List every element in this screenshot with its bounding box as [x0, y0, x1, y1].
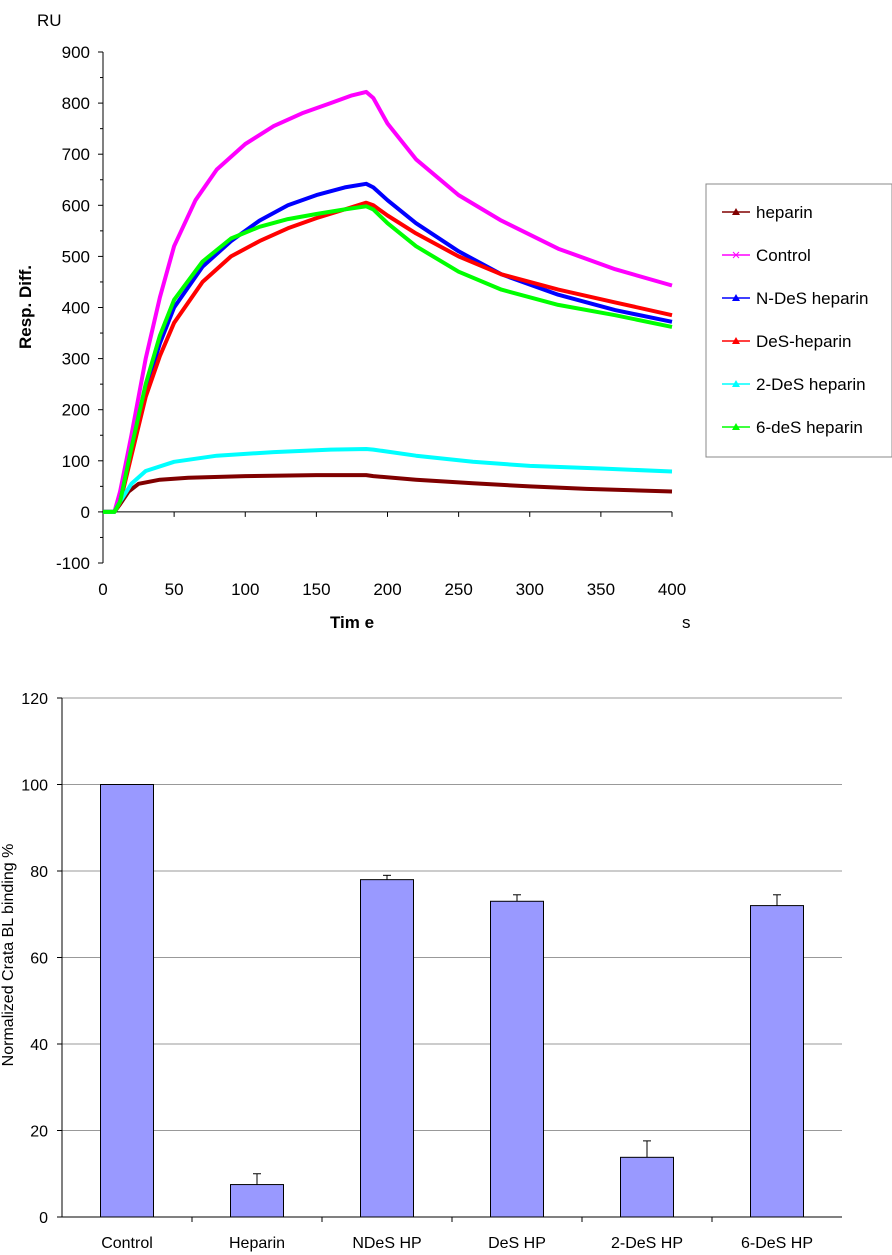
y-tick-label: 700 — [62, 145, 90, 164]
x-tick-label: 350 — [587, 580, 615, 599]
y-tick-label: 0 — [39, 1210, 48, 1227]
bar-chart-grid — [62, 697, 842, 1131]
x-category-label: 6-DeS HP — [741, 1235, 813, 1252]
y-tick-label: 100 — [21, 778, 48, 795]
x-category-label: Heparin — [229, 1235, 285, 1252]
x-tick-label: 50 — [165, 580, 184, 599]
bar-control — [100, 784, 154, 1218]
y-tick-label: 40 — [30, 1037, 48, 1054]
y-tick-label: 20 — [30, 1124, 48, 1141]
legend-marker — [732, 337, 740, 344]
legend-box — [705, 183, 892, 458]
bar-chart-bars — [100, 784, 804, 1218]
bar-heparin — [230, 1184, 284, 1218]
series-line-heparin — [103, 473, 673, 514]
legend-label: Control — [756, 246, 811, 265]
y-axis-title: Resp. Diff. — [16, 265, 35, 349]
series-line-n-des-heparin — [103, 181, 673, 514]
legend-marker — [732, 208, 740, 215]
legend: heparin Control N-DeS heparin DeS-heparin 2-… — [705, 183, 892, 458]
bar-ndes-hp — [360, 879, 414, 1218]
x-tick-label: 250 — [444, 580, 472, 599]
legend-label: 6-deS heparin — [756, 418, 863, 437]
y-tick-label: 500 — [62, 247, 90, 266]
line-chart-ticks: -100 0 100 200 300 400 500 600 700 800 900 0 50 100 15… — [56, 43, 686, 599]
y-tick-label: 120 — [21, 691, 48, 708]
line-chart-axes — [102, 52, 672, 563]
series-line-6-des-heparin — [103, 204, 673, 514]
bar-chart-axes: 0 20 40 60 80 100 120 Control Heparin NDeS HP DeS … — [21, 691, 842, 1252]
x-category-label: 2-DeS HP — [611, 1235, 683, 1252]
y-tick-label: 400 — [62, 299, 90, 318]
legend-marker — [732, 251, 740, 259]
legend-label: N-DeS heparin — [756, 289, 868, 308]
x-axis-title: Tim e — [330, 613, 374, 632]
x-tick-label: 200 — [373, 580, 401, 599]
series-line-2-des-heparin — [103, 447, 673, 514]
x-tick-label: 300 — [516, 580, 544, 599]
line-chart-series — [103, 89, 673, 514]
y-tick-label: 80 — [30, 864, 48, 881]
x-tick-label: 100 — [231, 580, 259, 599]
x-unit-label: s — [682, 613, 691, 632]
series-line-des-heparin — [103, 200, 673, 514]
y-tick-label: 100 — [62, 452, 90, 471]
line-chart: -100 0 100 200 300 400 500 600 700 800 900 0 50 100 15… — [16, 11, 892, 632]
x-tick-label: 400 — [658, 580, 686, 599]
x-tick-label: 150 — [302, 580, 330, 599]
legend-label: 2-DeS heparin — [756, 375, 866, 394]
bar-y-axis-title: Normalized Crata BL binding % — [0, 844, 17, 1067]
bar-6-des-hp — [750, 905, 804, 1218]
y-tick-label: 600 — [62, 196, 90, 215]
x-category-label: DeS HP — [488, 1235, 546, 1252]
x-category-label: NDeS HP — [352, 1235, 421, 1252]
legend-label: DeS-heparin — [756, 332, 851, 351]
y-tick-label: 0 — [81, 503, 90, 522]
y-tick-label: -100 — [56, 554, 90, 573]
series-line-control — [103, 89, 673, 514]
bar-des-hp — [490, 900, 544, 1218]
y-tick-label: 900 — [62, 43, 90, 62]
y-tick-label: 300 — [62, 350, 90, 369]
bar-2-des-hp — [620, 1156, 674, 1218]
y-unit-label: RU — [37, 11, 62, 30]
legend-label: heparin — [756, 203, 813, 222]
y-tick-label: 800 — [62, 94, 90, 113]
legend-marker — [732, 294, 740, 301]
y-tick-label: 200 — [62, 401, 90, 420]
x-tick-label: 0 — [98, 580, 107, 599]
legend-marker — [732, 380, 740, 387]
x-category-label: Control — [101, 1235, 153, 1252]
legend-marker — [732, 423, 740, 430]
y-tick-label: 60 — [30, 951, 48, 968]
